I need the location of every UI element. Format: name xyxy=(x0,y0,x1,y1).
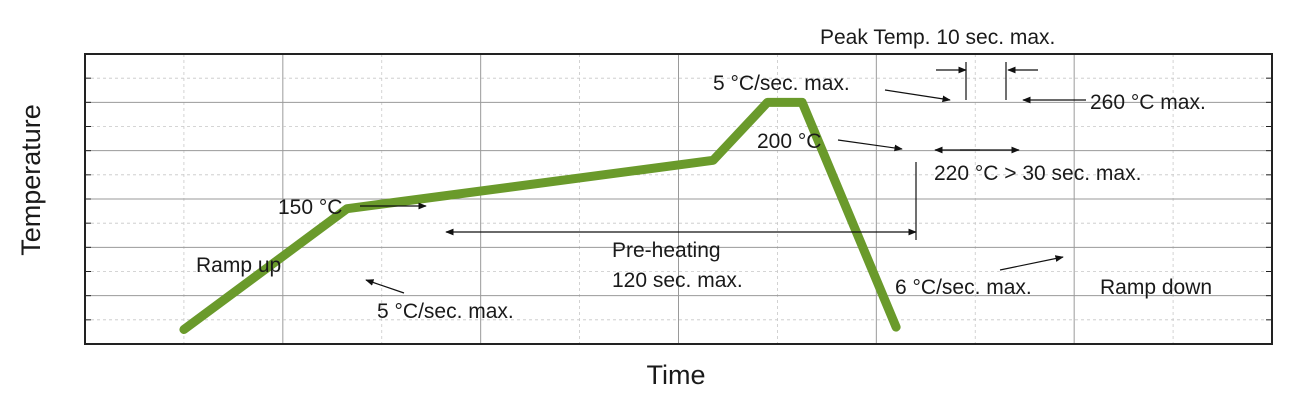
ramp-up-arrow xyxy=(365,279,405,294)
annotation-arrows xyxy=(360,62,1086,294)
ramp-down-arrow xyxy=(999,255,1064,271)
temp-200-label: 200 °C xyxy=(757,130,821,153)
preheating-time-label: 120 sec. max. xyxy=(612,269,743,292)
ramp-up-rate-label: 5 °C/sec. max. xyxy=(377,300,514,323)
x-axis-title: Time xyxy=(647,360,706,390)
temp200-arrow xyxy=(837,139,903,152)
profile-line xyxy=(179,97,901,334)
above-220-label: 220 °C > 30 sec. max. xyxy=(934,162,1141,185)
preheating-label: Pre-heating xyxy=(612,239,721,262)
ramp-rate-peak-label: 5 °C/sec. max. xyxy=(713,72,850,95)
peak-temp-label: Peak Temp. 10 sec. max. xyxy=(820,26,1055,49)
y-axis-title: Temperature xyxy=(16,104,46,256)
ramp-up-label: Ramp up xyxy=(196,254,281,277)
temp-150-label: 150 °C xyxy=(278,196,342,219)
grid xyxy=(85,54,1272,344)
ramp-down-rate-label: 6 °C/sec. max. xyxy=(895,276,1032,299)
ramp-down-label: Ramp down xyxy=(1100,276,1212,299)
profile-series xyxy=(179,97,901,334)
ramp-peak-arrow xyxy=(884,89,951,103)
plot-frame xyxy=(84,53,1273,345)
max-temp-label: 260 °C max. xyxy=(1090,91,1206,114)
